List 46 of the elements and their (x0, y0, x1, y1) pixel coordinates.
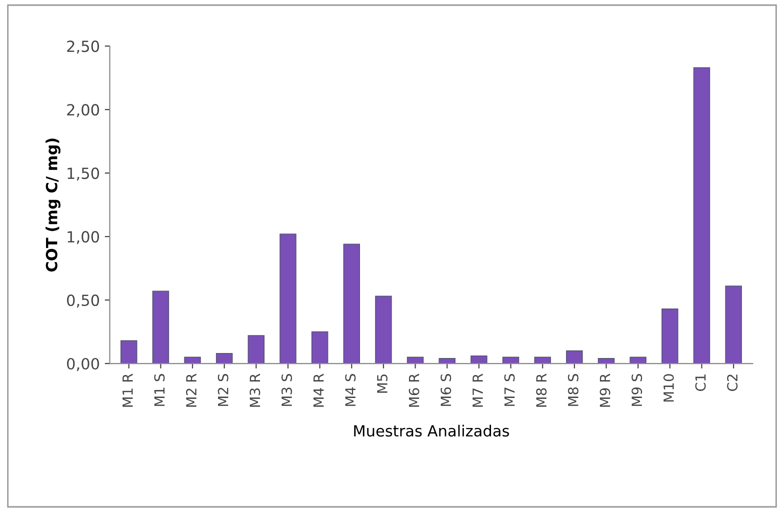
x-tick-label: M5 (377, 374, 388, 393)
y-tick-label: 1,00 (68, 231, 100, 244)
y-tick-label: 2,00 (67, 104, 100, 118)
bar (598, 358, 615, 364)
x-tick-label: M3 R (250, 374, 260, 407)
bar (216, 352, 233, 364)
x-tick-label: M3 S (282, 374, 292, 406)
bar (311, 331, 328, 364)
bar (343, 244, 360, 364)
y-tick-label: 2,50 (67, 40, 100, 54)
x-tick-label: M6 R (408, 374, 420, 407)
x-tick-label: C1 (695, 374, 706, 391)
y-tick-label: 0,50 (67, 294, 100, 308)
x-tick-label: M2 R (186, 374, 196, 407)
bar (662, 308, 678, 364)
bar (630, 356, 646, 364)
x-tick-label: M1 S (154, 374, 165, 406)
bar (693, 67, 710, 364)
x-tick-label: M10 (663, 374, 674, 402)
bar (725, 286, 742, 364)
x-tick-label: M7 S (504, 374, 515, 406)
x-tick-label: M7 R (472, 374, 483, 407)
x-tick-label: M8 R (536, 374, 547, 407)
bar (438, 358, 456, 364)
x-tick-label: M4 S (345, 374, 356, 406)
x-tick-label: M2 S (218, 374, 228, 406)
x-tick-label: M6 S (440, 374, 452, 406)
bar (470, 355, 488, 364)
x-tick-label: M9 R (600, 374, 610, 407)
y-tick-label: 1,50 (68, 168, 100, 181)
x-tick-label: M4 R (314, 374, 324, 407)
bar (375, 296, 392, 364)
bar (534, 356, 551, 364)
x-tick-label: C2 (727, 374, 738, 391)
x-axis-title: Muestras Analizadas (354, 424, 509, 437)
bar (152, 290, 170, 364)
bar (248, 335, 265, 364)
bar (184, 356, 201, 364)
x-tick-label: M9 S (632, 374, 642, 406)
y-axis-title: COT (mg C/ mg) (46, 138, 60, 272)
bar (566, 350, 583, 364)
x-tick-label: M8 S (568, 374, 578, 406)
bar (120, 340, 138, 364)
bar (280, 234, 296, 364)
y-tick-label: 0,00 (67, 358, 100, 372)
x-tick-label: M1 R (122, 374, 133, 407)
